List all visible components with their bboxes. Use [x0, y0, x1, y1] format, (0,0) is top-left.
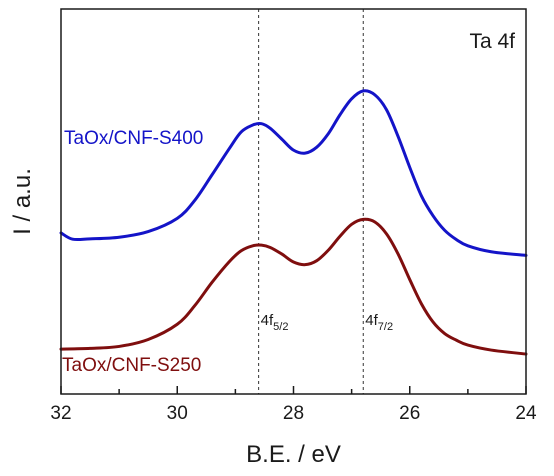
- x-axis-title: B.E. / eV: [246, 441, 341, 468]
- x-tick-label: 32: [50, 403, 71, 424]
- x-tick-label: 26: [399, 403, 420, 424]
- peak-label-subscript: 5/2: [273, 321, 288, 333]
- x-tick-label: 30: [167, 403, 188, 424]
- series-label-1: TaOx/CNF-S400: [64, 128, 203, 149]
- peak-label-1: 4f5/2: [261, 312, 289, 333]
- x-tick-label: 24: [515, 403, 537, 424]
- x-tick-label: 28: [283, 403, 304, 424]
- y-axis-title: I / a.u.: [9, 168, 36, 235]
- peak-label-main: 4f: [365, 312, 378, 329]
- plot-frame: [60, 8, 527, 395]
- peak-label-2: 4f7/2: [365, 312, 393, 333]
- peak-label-subscript: 7/2: [378, 321, 393, 333]
- chart-title: Ta 4f: [469, 30, 515, 53]
- peak-label-main: 4f: [261, 312, 274, 329]
- series-line-1: [59, 89, 528, 257]
- series-line-2: [59, 217, 528, 356]
- series-label-2: TaOx/CNF-S250: [62, 355, 201, 376]
